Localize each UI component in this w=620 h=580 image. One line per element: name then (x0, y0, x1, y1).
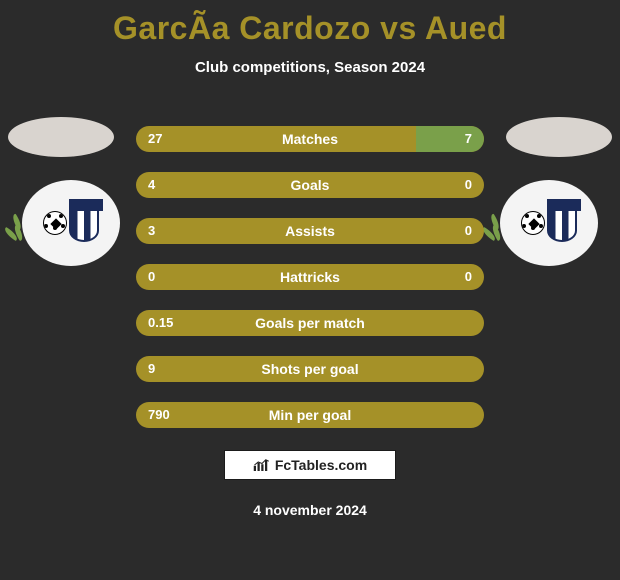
club-shield-icon (547, 204, 577, 242)
stat-bar: 4Goals0 (136, 172, 484, 198)
stat-right-value: 0 (465, 172, 472, 198)
club-badge-right (500, 180, 598, 266)
stat-label: Goals per match (136, 310, 484, 336)
player-left-avatar (8, 117, 114, 157)
soccer-ball-icon (43, 211, 67, 235)
stat-label: Assists (136, 218, 484, 244)
stat-label: Shots per goal (136, 356, 484, 382)
logo-text: FcTables.com (275, 457, 367, 473)
stat-bar: 790Min per goal (136, 402, 484, 428)
bar-chart-icon (253, 458, 271, 472)
stat-bar: 0.15Goals per match (136, 310, 484, 336)
subtitle: Club competitions, Season 2024 (0, 59, 620, 76)
soccer-ball-icon (521, 211, 545, 235)
stat-bar: 3Assists0 (136, 218, 484, 244)
player-right-avatar (506, 117, 612, 157)
stat-bar: 27Matches7 (136, 126, 484, 152)
stat-right-value: 0 (465, 218, 472, 244)
club-badge-left (22, 180, 120, 266)
stats-bar-group: 27Matches74Goals03Assists00Hattricks00.1… (136, 126, 484, 448)
stat-label: Min per goal (136, 402, 484, 428)
fctables-logo: FcTables.com (224, 450, 396, 480)
stat-label: Matches (136, 126, 484, 152)
date-text: 4 november 2024 (0, 502, 620, 518)
stat-bar: 9Shots per goal (136, 356, 484, 382)
club-shield-icon (69, 204, 99, 242)
stat-bar: 0Hattricks0 (136, 264, 484, 290)
stat-label: Hattricks (136, 264, 484, 290)
stat-right-value: 0 (465, 264, 472, 290)
page-title: GarcÃ­a Cardozo vs Aued (0, 0, 620, 47)
stat-label: Goals (136, 172, 484, 198)
stat-right-value: 7 (465, 126, 472, 152)
